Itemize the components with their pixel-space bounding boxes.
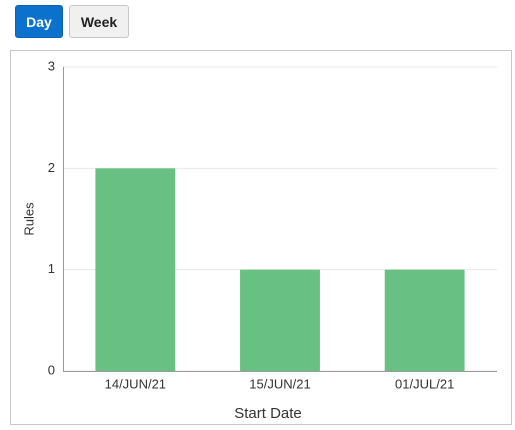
x-tick-label: 14/JUN/21 [105,376,166,391]
bar [240,269,320,371]
y-tick-label: 0 [48,362,55,377]
x-tick-label: 15/JUN/21 [249,376,310,391]
y-tick-label: 2 [48,160,55,175]
day-button[interactable]: Day [15,5,63,38]
y-axis-label: Rules [21,202,36,236]
chart-frame [10,50,512,425]
bar [384,269,465,371]
x-axis-label: Start Date [234,405,302,422]
x-tick-label: 01/JUL/21 [395,376,454,391]
y-tick-label: 3 [48,58,55,73]
week-button[interactable]: Week [69,5,129,38]
y-tick-label: 1 [48,261,55,276]
bar [95,168,176,371]
